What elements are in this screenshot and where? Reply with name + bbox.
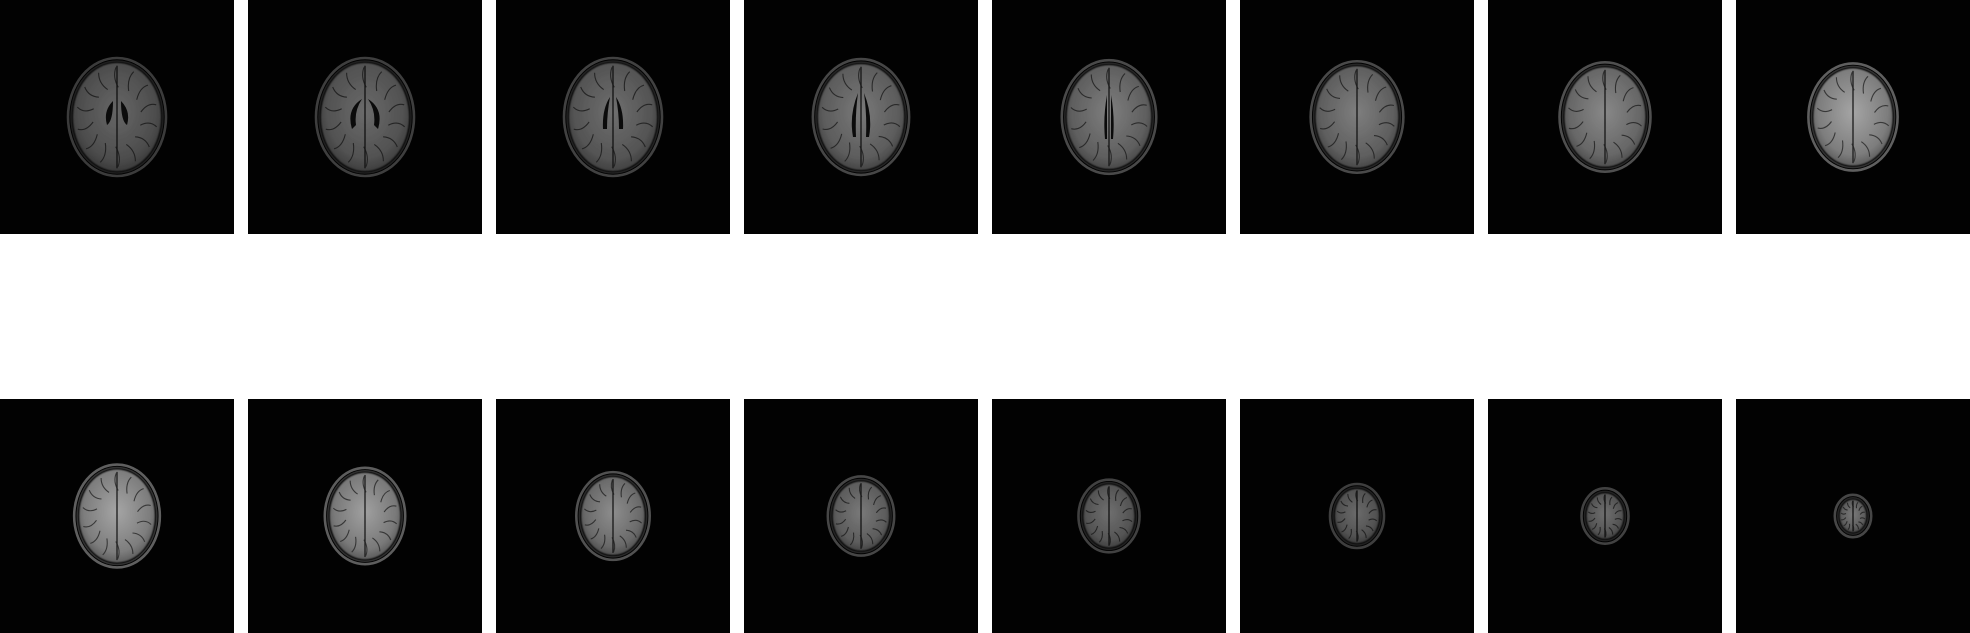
ventricle bbox=[851, 93, 871, 137]
bottom-row bbox=[0, 399, 1970, 633]
skull-rim bbox=[575, 470, 651, 562]
top-row bbox=[0, 0, 1970, 234]
mri-slice-tile bbox=[0, 0, 234, 234]
skull-rim bbox=[314, 56, 416, 178]
mri-slice-tile bbox=[496, 0, 730, 234]
skull-rim bbox=[72, 463, 162, 569]
skull-rim bbox=[1807, 62, 1899, 172]
skull-rim bbox=[811, 57, 911, 177]
skull-rim bbox=[1833, 493, 1873, 539]
mri-slice-tile bbox=[1240, 399, 1474, 633]
skull-rim bbox=[826, 475, 896, 557]
skull-rim bbox=[323, 466, 407, 566]
ventricle bbox=[602, 97, 624, 129]
skull-rim bbox=[1060, 58, 1158, 176]
mri-slice-tile bbox=[248, 0, 482, 234]
mri-slice-tile bbox=[744, 399, 978, 633]
skull-rim bbox=[1077, 478, 1141, 554]
skull-rim bbox=[66, 56, 168, 178]
skull-rim bbox=[1558, 61, 1652, 173]
ventricle bbox=[350, 99, 380, 129]
mri-slice-tile bbox=[0, 399, 234, 633]
skull-rim bbox=[1328, 482, 1386, 550]
mri-slice-tile bbox=[248, 399, 482, 633]
mri-slice-tile bbox=[992, 399, 1226, 633]
mri-slice-tile bbox=[992, 0, 1226, 234]
mri-slice-tile bbox=[744, 0, 978, 234]
mri-slice-tile bbox=[1736, 0, 1970, 234]
mri-slice-tile bbox=[1736, 399, 1970, 633]
skull-rim bbox=[1580, 487, 1630, 545]
ventricle bbox=[105, 101, 129, 125]
mri-slice-tile bbox=[496, 399, 730, 633]
mri-slice-tile bbox=[1240, 0, 1474, 234]
skull-rim bbox=[562, 56, 664, 178]
mri-slice-tile bbox=[1488, 0, 1722, 234]
ventricle bbox=[1104, 95, 1114, 139]
skull-rim bbox=[1309, 59, 1405, 175]
mri-slice-tile bbox=[1488, 399, 1722, 633]
